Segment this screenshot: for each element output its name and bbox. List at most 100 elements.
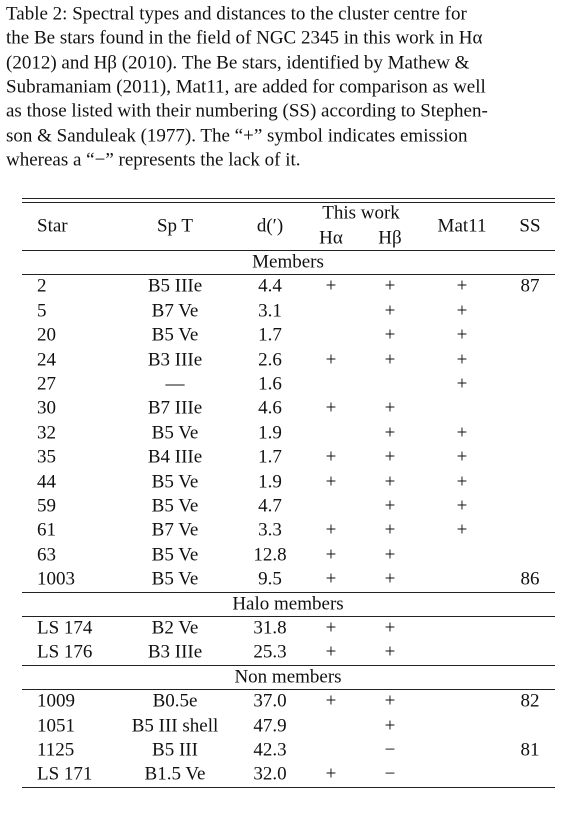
- cell: 27: [37, 373, 56, 395]
- cell: B5 Ve: [151, 544, 199, 566]
- cell: +: [384, 446, 396, 468]
- cell: 63: [37, 544, 56, 566]
- cell: 44: [37, 471, 56, 493]
- cell: 20: [37, 324, 56, 346]
- cell: B2 Ve: [151, 617, 199, 639]
- cell: +: [325, 446, 337, 468]
- cell: +: [384, 471, 396, 493]
- col-header: Sp T: [156, 215, 194, 237]
- caption-line: Table 2: Spectral types and distances to…: [6, 3, 467, 25]
- col-header: d(′): [256, 215, 284, 237]
- cell: 12.8: [253, 544, 287, 566]
- col-header: This work: [322, 202, 400, 224]
- cell: LS 171: [37, 763, 93, 785]
- cell: 25.3: [253, 641, 287, 663]
- cell: 87: [520, 275, 540, 297]
- cell: +: [384, 397, 396, 419]
- rule: [22, 665, 555, 667]
- cell: +: [384, 519, 396, 541]
- cell: +: [384, 300, 396, 322]
- cell: B7 IIIe: [147, 397, 203, 419]
- cell: 82: [520, 690, 540, 712]
- cell: 5: [37, 300, 47, 322]
- cell: 4.7: [258, 495, 282, 517]
- cell: 3.3: [258, 519, 282, 541]
- cell: —: [165, 373, 185, 395]
- group-header: Non members: [234, 666, 342, 688]
- cell: B5 Ve: [151, 471, 199, 493]
- cell: 42.3: [253, 739, 287, 761]
- cell: +: [325, 275, 337, 297]
- cell: 30: [37, 397, 56, 419]
- cell: +: [384, 617, 396, 639]
- cell: +: [384, 495, 396, 517]
- rule: [22, 787, 555, 789]
- cell: B5 Ve: [151, 495, 199, 517]
- cell: 1051: [37, 715, 75, 737]
- rule: [22, 198, 555, 199]
- cell: +: [456, 519, 468, 541]
- cell: B3 IIIe: [147, 641, 203, 663]
- cell: B0.5e: [152, 690, 198, 712]
- cell: 9.5: [258, 568, 282, 590]
- col-header: Mat11: [437, 215, 487, 237]
- cell: B5 Ve: [151, 324, 199, 346]
- cell: +: [325, 568, 337, 590]
- cell: +: [325, 471, 337, 493]
- cell: 32.0: [253, 763, 287, 785]
- caption-line: son & Sanduleak (1977). The “+” symbol i…: [6, 125, 468, 146]
- cell: 1.7: [258, 446, 282, 468]
- col-header: Hβ: [378, 227, 402, 249]
- cell: 1.9: [258, 422, 282, 444]
- cell: +: [456, 373, 468, 395]
- cell: 24: [37, 349, 56, 371]
- cell: +: [384, 641, 396, 663]
- rule: [22, 250, 555, 251]
- rule: [22, 202, 555, 203]
- cell: 47.9: [253, 715, 287, 737]
- cell: +: [325, 641, 337, 663]
- cell: B7 Ve: [151, 519, 199, 541]
- cell: 1009: [37, 690, 75, 712]
- cell: +: [456, 275, 468, 297]
- cell: +: [325, 544, 337, 566]
- cell: 1.6: [258, 373, 282, 395]
- cell: +: [384, 349, 396, 371]
- cell: B5 III shell: [131, 715, 219, 737]
- col-header: Star: [37, 215, 68, 237]
- cell: 3.1: [258, 300, 282, 322]
- cell: 37.0: [253, 690, 287, 712]
- caption-line: (2012) and Hβ (2010). The Be stars, iden…: [6, 52, 470, 74]
- cell: B7 Ve: [151, 300, 199, 322]
- cell: 1003: [37, 568, 75, 590]
- rule: [22, 688, 555, 690]
- rule: [22, 274, 555, 275]
- col-header: Hα: [319, 227, 343, 249]
- cell: B1.5 Ve: [144, 763, 206, 785]
- caption-line: Subramaniam (2011), Mat11, are added for…: [6, 76, 486, 98]
- cell: +: [325, 690, 337, 712]
- cell: +: [456, 471, 468, 493]
- cell: 61: [37, 519, 56, 541]
- cell: +: [384, 422, 396, 444]
- cell: +: [456, 349, 468, 371]
- cell: B3 IIIe: [147, 349, 203, 371]
- cell: +: [456, 300, 468, 322]
- cell: LS 176: [37, 641, 93, 663]
- cell: +: [384, 568, 396, 590]
- cell: LS 174: [37, 617, 93, 639]
- group-header: Members: [252, 251, 324, 273]
- cell: +: [325, 617, 337, 639]
- cell: −: [384, 763, 396, 785]
- cell: 59: [37, 495, 56, 517]
- cell: +: [384, 715, 396, 737]
- cell: +: [325, 519, 337, 541]
- cell: +: [325, 397, 337, 419]
- cell: 86: [520, 568, 540, 590]
- cell: 2: [37, 275, 47, 297]
- cell: 4.6: [258, 397, 282, 419]
- cell: +: [384, 690, 396, 712]
- cell: +: [384, 544, 396, 566]
- rule: [22, 592, 555, 594]
